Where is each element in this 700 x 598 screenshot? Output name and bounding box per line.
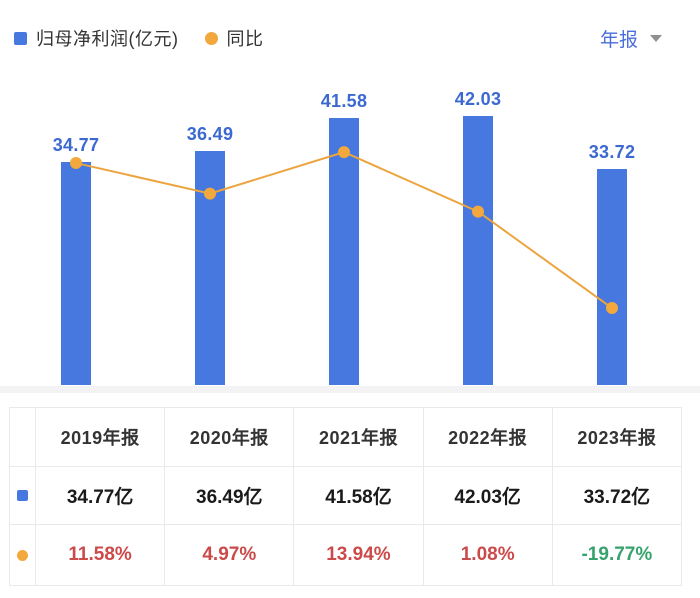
chart-legend: 归母净利润(亿元) 同比	[0, 25, 264, 51]
table-marker-cell	[9, 466, 36, 525]
bar-2019[interactable]	[61, 162, 91, 385]
table-cell: 34.77亿	[34, 466, 166, 525]
legend-item-net-profit[interactable]: 归母净利润(亿元)	[14, 25, 179, 51]
table-cell: 13.94%	[293, 524, 424, 586]
bar-series-swatch-icon	[14, 31, 27, 45]
bar-2022[interactable]	[463, 115, 493, 385]
table-cell: 11.58%	[34, 524, 166, 586]
data-table-wrap: 2019年报 2020年报 2021年报 2022年报 2023年报 34.77亿 36.4…	[9, 407, 683, 586]
bar-value-label-2020: 36.49	[186, 124, 234, 145]
table-cell: 42.03亿	[422, 466, 553, 525]
bar-value-label-2023: 33.72	[588, 141, 636, 162]
legend-label-net-profit: 归母净利润(亿元)	[36, 29, 179, 49]
table-row: 11.58% 4.97% 13.94% 1.08% -19.77%	[9, 524, 683, 586]
chevron-down-icon	[650, 34, 662, 42]
table-header-2020: 2020年报	[164, 407, 295, 467]
bar-2023[interactable]	[597, 168, 627, 385]
bar-value-label-2022: 42.03	[454, 88, 502, 109]
yoy-point-2023[interactable]	[606, 302, 618, 315]
table-header-2021: 2021年报	[293, 407, 424, 467]
yoy-line	[75, 151, 613, 309]
bar-value-label-2021: 41.58	[320, 91, 368, 112]
table-header-2019: 2019年报	[34, 407, 166, 467]
table-cell: -19.77%	[551, 524, 683, 586]
yoy-point-2019[interactable]	[70, 157, 82, 170]
table-cell: 41.58亿	[293, 466, 424, 525]
yoy-point-2021[interactable]	[338, 146, 350, 159]
x-axis-band	[0, 386, 700, 393]
bar-value-label-2019: 34.77	[52, 135, 100, 156]
period-selector-label: 年报	[599, 29, 638, 51]
table-header-2023: 2023年报	[551, 407, 683, 467]
bar-series-marker-icon	[17, 490, 28, 501]
line-series-marker-icon	[17, 549, 28, 561]
table-header-2022: 2022年报	[422, 407, 553, 467]
chart-header: 归母净利润(亿元) 同比 年报	[0, 22, 700, 54]
table-cell: 36.49亿	[164, 466, 295, 525]
yoy-point-2020[interactable]	[204, 187, 216, 200]
line-series-swatch-icon	[204, 31, 218, 45]
table-marker-cell	[9, 524, 36, 586]
bar-2021[interactable]	[329, 118, 359, 385]
table-cell: 4.97%	[164, 524, 295, 586]
legend-label-yoy: 同比	[226, 29, 264, 49]
period-selector[interactable]: 年报	[600, 25, 700, 52]
profit-yoy-chart: 34.77 36.49 41.58 42.03 33.72	[0, 60, 700, 393]
data-table: 2019年报 2020年报 2021年报 2022年报 2023年报 34.77亿 36.4…	[9, 407, 683, 586]
yoy-line-layer	[70, 146, 618, 315]
legend-item-yoy[interactable]: 同比	[204, 25, 264, 51]
yoy-point-2022[interactable]	[472, 205, 484, 218]
table-corner-cell	[9, 407, 36, 467]
table-row: 34.77亿 36.49亿 41.58亿 42.03亿 33.72亿	[9, 466, 683, 525]
table-cell: 1.08%	[422, 524, 553, 586]
table-cell: 33.72亿	[551, 466, 683, 525]
